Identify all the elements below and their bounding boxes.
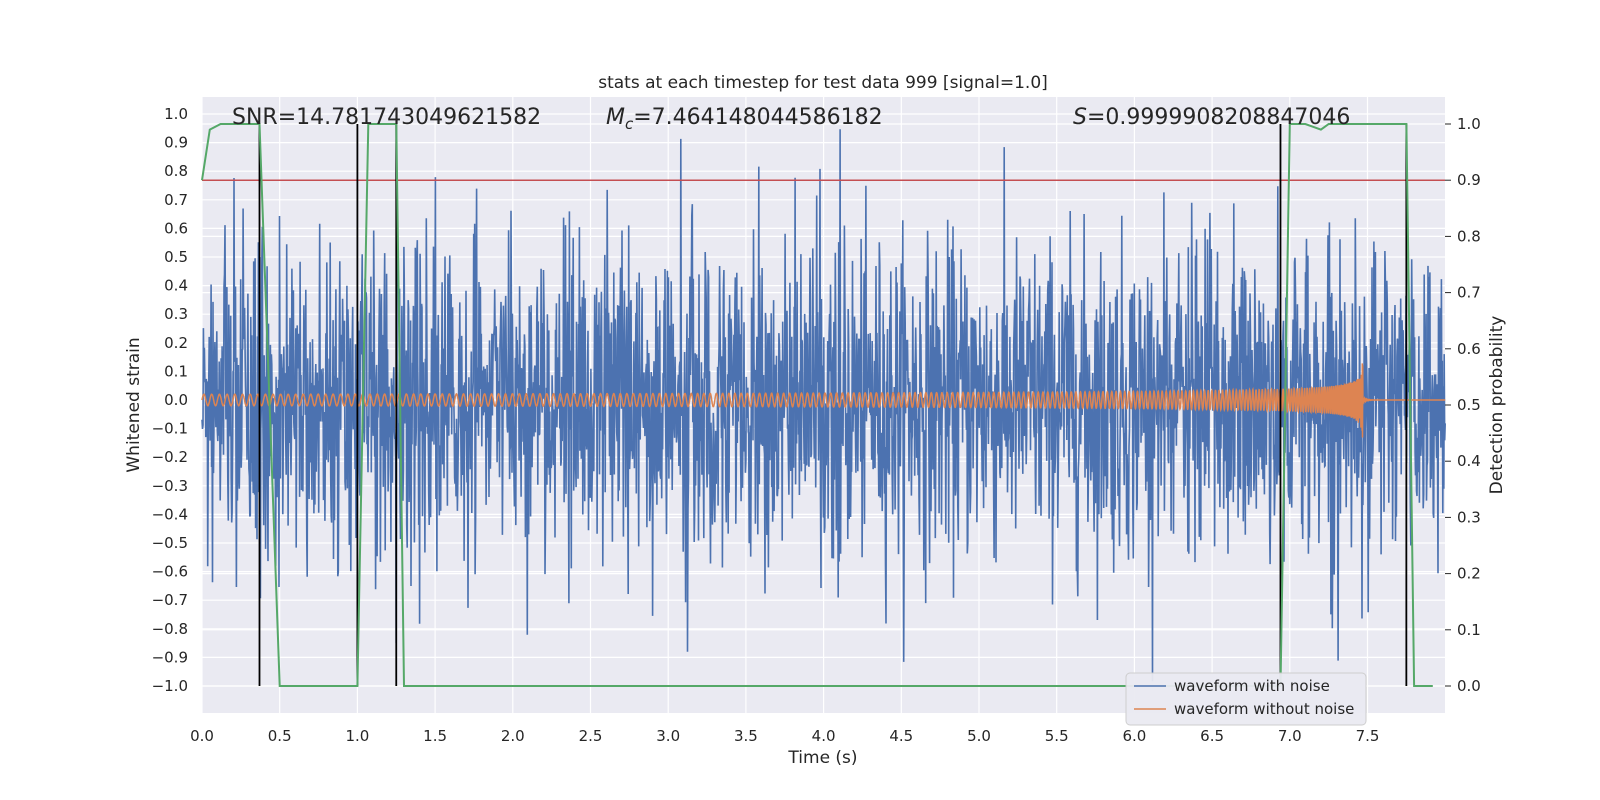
y-tick-label: −0.3 — [152, 477, 188, 495]
x-tick-label: 6.0 — [1122, 727, 1146, 745]
chart-title: stats at each timestep for test data 999… — [598, 73, 1048, 93]
series-waveform-with-noise — [201, 129, 1446, 682]
y-tick-label-right: 0.7 — [1457, 284, 1481, 302]
y-axis-label-right: Detection probability — [1487, 316, 1507, 495]
y-tick-label-right: 0.1 — [1457, 621, 1481, 639]
y-tick-label-right: 0.5 — [1457, 396, 1481, 414]
x-tick-label: 4.5 — [889, 727, 913, 745]
y-tick-label-right: 0.4 — [1457, 452, 1481, 470]
y-tick-label: −0.5 — [152, 534, 188, 552]
mc-value: =7.464148044586182 — [633, 105, 882, 130]
score-annotation: S=0.9999908208847046 — [1073, 105, 1350, 130]
chirp-mass-annotation: Mc=7.464148044586182 — [606, 105, 883, 133]
y-tick-label: 0.6 — [164, 219, 188, 237]
y-tick-label-right: 0.6 — [1457, 340, 1481, 358]
y-tick-label: −0.1 — [152, 420, 188, 438]
x-tick-label: 3.5 — [734, 727, 758, 745]
series-waveform-without-noise — [201, 363, 1446, 438]
x-tick-label: 7.0 — [1278, 727, 1302, 745]
x-tick-label: 2.0 — [501, 727, 525, 745]
y-tick-label: 0.4 — [164, 277, 188, 295]
y-tick-label: 1.0 — [164, 105, 188, 123]
y-tick-label: 0.8 — [164, 162, 188, 180]
y-tick-label: 0.2 — [164, 334, 188, 352]
y-ticks-right: 1.0 0.9 0.8 0.7 0.6 0.5 0.4 0.3 0.2 0.1 0.0 — [1445, 115, 1481, 695]
y-tick-label: −0.4 — [152, 505, 188, 523]
y-tick-label: 0.3 — [164, 305, 188, 323]
x-tick-label: 2.5 — [579, 727, 603, 745]
y-tick-label: −1.0 — [152, 677, 188, 695]
y-tick-label: −0.8 — [152, 620, 188, 638]
legend-label-noise: waveform with noise — [1174, 677, 1330, 695]
x-tick-label: 0.5 — [268, 727, 292, 745]
x-tick-label: 4.0 — [812, 727, 836, 745]
y-tick-label: −0.9 — [152, 648, 188, 666]
y-tick-label-right: 0.9 — [1457, 171, 1481, 189]
x-tick-label: 1.0 — [345, 727, 369, 745]
y-tick-label-right: 1.0 — [1457, 115, 1481, 133]
y-tick-label: 0.7 — [164, 191, 188, 209]
snr-annotation: SNR=14.781743049621582 — [232, 105, 541, 130]
legend-label-clean: waveform without noise — [1174, 700, 1354, 718]
x-tick-label: 5.0 — [967, 727, 991, 745]
y-axis-label-left: Whitened strain — [124, 337, 144, 472]
y-tick-label: −0.2 — [152, 448, 188, 466]
x-tick-label: 3.0 — [656, 727, 680, 745]
series-detection-probability — [201, 123, 1433, 687]
y-tick-label-right: 0.2 — [1457, 565, 1481, 583]
plot-content — [201, 123, 1446, 687]
y-tick-label-right: 0.3 — [1457, 508, 1481, 526]
mc-subscript: c — [625, 115, 634, 133]
s-value: =0.9999908208847046 — [1087, 105, 1350, 130]
y-tick-label: −0.6 — [152, 563, 188, 581]
y-tick-label: 0.1 — [164, 362, 188, 380]
s-symbol: S — [1073, 105, 1087, 130]
legend-box — [1125, 672, 1367, 726]
event-lines — [258, 124, 1408, 686]
y-tick-label: 0.5 — [164, 248, 188, 266]
x-ticks: 0.0 0.5 1.0 1.5 2.0 2.5 3.0 3.5 4.0 4.5 5.0 5.5 6.0 6… — [190, 727, 1379, 745]
y-tick-label-right: 0.0 — [1457, 677, 1481, 695]
legend: waveform with noise waveform without noi… — [1125, 672, 1367, 726]
y-tick-label: 0.9 — [164, 134, 188, 152]
y-ticks-left: 1.0 0.9 0.8 0.7 0.6 0.5 0.4 0.3 0.2 0.1 0.0 −0.1 −0.… — [152, 105, 188, 695]
x-tick-label: 1.5 — [423, 727, 447, 745]
x-tick-label: 6.5 — [1200, 727, 1224, 745]
y-tick-label: −0.7 — [152, 591, 188, 609]
x-tick-label: 7.5 — [1356, 727, 1380, 745]
y-tick-label: 0.0 — [164, 391, 188, 409]
mc-symbol: M — [606, 105, 625, 130]
x-tick-label: 0.0 — [190, 727, 214, 745]
y-tick-label-right: 0.8 — [1457, 227, 1481, 245]
x-tick-label: 5.5 — [1045, 727, 1069, 745]
x-axis-label: Time (s) — [787, 748, 857, 768]
